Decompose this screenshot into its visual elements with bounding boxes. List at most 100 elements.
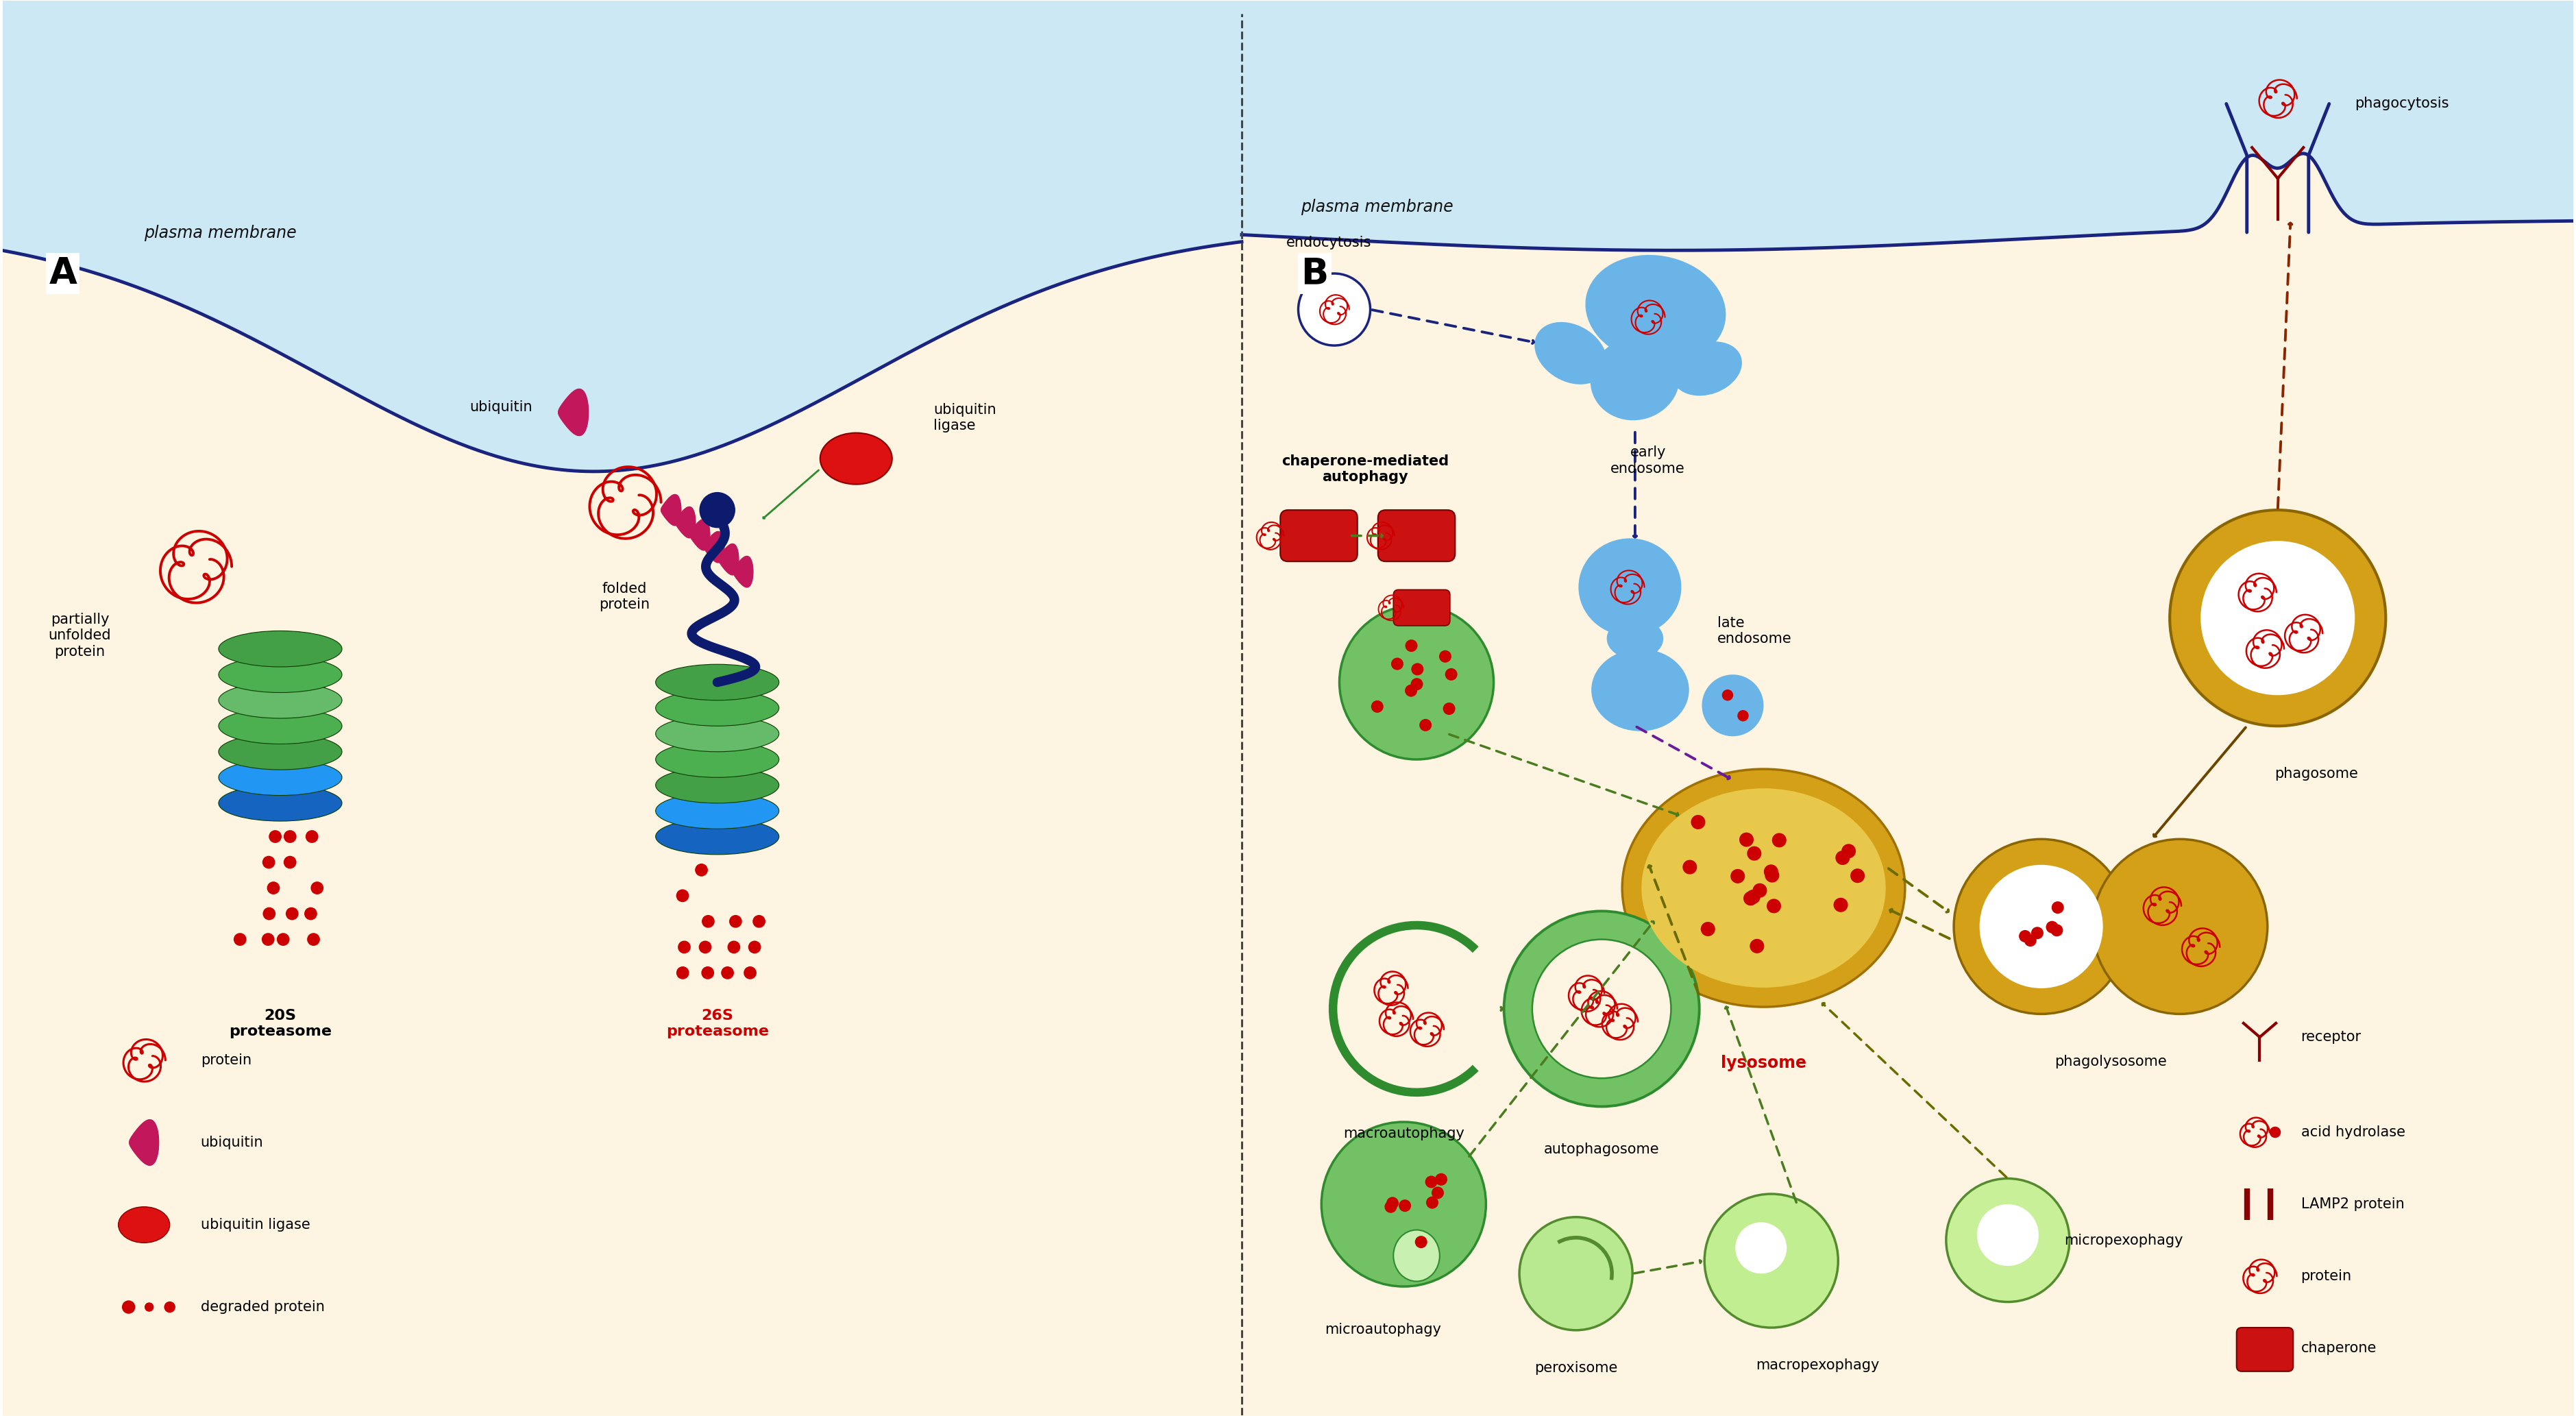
Circle shape	[1321, 1121, 1486, 1287]
Circle shape	[1445, 668, 1458, 681]
Circle shape	[2050, 902, 2063, 913]
Circle shape	[1435, 1174, 1448, 1185]
Circle shape	[2169, 510, 2385, 726]
Circle shape	[1767, 899, 1780, 913]
Text: macroautophagy: macroautophagy	[1342, 1127, 1463, 1141]
Circle shape	[1837, 851, 1850, 865]
Circle shape	[2092, 840, 2267, 1014]
Text: A: A	[49, 256, 77, 292]
Circle shape	[234, 933, 247, 946]
Circle shape	[1412, 663, 1425, 675]
Text: early
endosome: early endosome	[1610, 446, 1685, 476]
Circle shape	[1419, 719, 1432, 731]
Circle shape	[1386, 1197, 1399, 1209]
Ellipse shape	[118, 1206, 170, 1243]
Text: chaperone: chaperone	[2300, 1341, 2378, 1355]
Ellipse shape	[657, 742, 778, 777]
Circle shape	[1404, 684, 1417, 697]
Polygon shape	[690, 520, 711, 551]
Circle shape	[1945, 1178, 2069, 1301]
Text: B: B	[1301, 256, 1329, 292]
Ellipse shape	[1641, 789, 1886, 987]
Circle shape	[2025, 935, 2038, 946]
Circle shape	[677, 966, 690, 980]
Circle shape	[1765, 865, 1777, 879]
Circle shape	[2030, 927, 2043, 939]
Ellipse shape	[1579, 538, 1682, 636]
Text: degraded protein: degraded protein	[201, 1300, 325, 1314]
Circle shape	[1703, 674, 1765, 736]
Text: receptor: receptor	[2300, 1031, 2362, 1044]
Circle shape	[268, 882, 281, 895]
Circle shape	[312, 882, 325, 895]
Ellipse shape	[219, 632, 343, 667]
Circle shape	[677, 940, 690, 953]
Circle shape	[1747, 847, 1762, 861]
Circle shape	[283, 830, 296, 843]
Text: ubiquitin
ligase: ubiquitin ligase	[933, 402, 997, 432]
Ellipse shape	[1623, 769, 1906, 1007]
Circle shape	[1744, 891, 1757, 906]
Ellipse shape	[1535, 321, 1607, 384]
Text: 20S
proteasome: 20S proteasome	[229, 1008, 332, 1038]
Circle shape	[1690, 814, 1705, 830]
Circle shape	[1765, 868, 1780, 882]
Circle shape	[121, 1300, 137, 1314]
Circle shape	[729, 915, 742, 927]
Ellipse shape	[657, 690, 778, 726]
Circle shape	[276, 933, 289, 946]
Text: protein: protein	[201, 1054, 252, 1068]
Text: plasma membrane: plasma membrane	[1301, 198, 1453, 215]
Circle shape	[283, 855, 296, 868]
Ellipse shape	[657, 793, 778, 828]
Text: acid hydrolase: acid hydrolase	[2300, 1126, 2406, 1138]
Circle shape	[1440, 650, 1450, 663]
Text: folded
protein: folded protein	[600, 582, 649, 612]
FancyBboxPatch shape	[2236, 1328, 2293, 1371]
Circle shape	[2045, 920, 2058, 933]
Ellipse shape	[219, 784, 343, 821]
Circle shape	[1705, 1194, 1839, 1328]
Text: phagocytosis: phagocytosis	[2354, 96, 2450, 110]
Text: phagolysosome: phagolysosome	[2056, 1055, 2166, 1069]
FancyBboxPatch shape	[1394, 589, 1450, 626]
Circle shape	[1391, 657, 1404, 670]
Circle shape	[1520, 1218, 1633, 1330]
Text: plasma membrane: plasma membrane	[144, 225, 296, 241]
Ellipse shape	[219, 657, 343, 692]
Circle shape	[1298, 273, 1370, 346]
Circle shape	[1736, 1222, 1788, 1273]
Circle shape	[698, 940, 711, 953]
Circle shape	[1443, 702, 1455, 715]
Text: partially
unfolded
protein: partially unfolded protein	[49, 613, 111, 658]
Text: 26S
proteasome: 26S proteasome	[667, 1008, 768, 1038]
Text: ubiquitin ligase: ubiquitin ligase	[201, 1218, 309, 1232]
Circle shape	[1953, 840, 2128, 1014]
Circle shape	[721, 966, 734, 980]
Ellipse shape	[819, 433, 891, 484]
Polygon shape	[559, 389, 587, 436]
Text: lysosome: lysosome	[1721, 1055, 1806, 1070]
Ellipse shape	[219, 708, 343, 743]
Text: ubiquitin: ubiquitin	[469, 401, 533, 413]
Circle shape	[1752, 884, 1767, 898]
Circle shape	[263, 908, 276, 920]
Circle shape	[698, 491, 734, 528]
Polygon shape	[129, 1120, 160, 1165]
Ellipse shape	[1672, 341, 1741, 395]
Circle shape	[752, 915, 765, 927]
Circle shape	[1533, 939, 1672, 1078]
Circle shape	[675, 889, 688, 902]
FancyBboxPatch shape	[1378, 510, 1455, 562]
Text: chaperone-mediated
autophagy: chaperone-mediated autophagy	[1280, 455, 1448, 484]
Circle shape	[1731, 869, 1744, 884]
Circle shape	[1739, 833, 1754, 847]
Circle shape	[1432, 1187, 1445, 1199]
Circle shape	[726, 940, 739, 953]
Text: autophagosome: autophagosome	[1543, 1143, 1659, 1157]
Ellipse shape	[219, 733, 343, 770]
Circle shape	[1834, 898, 1847, 912]
Ellipse shape	[657, 715, 778, 752]
Circle shape	[165, 1301, 175, 1313]
Circle shape	[1412, 678, 1422, 691]
